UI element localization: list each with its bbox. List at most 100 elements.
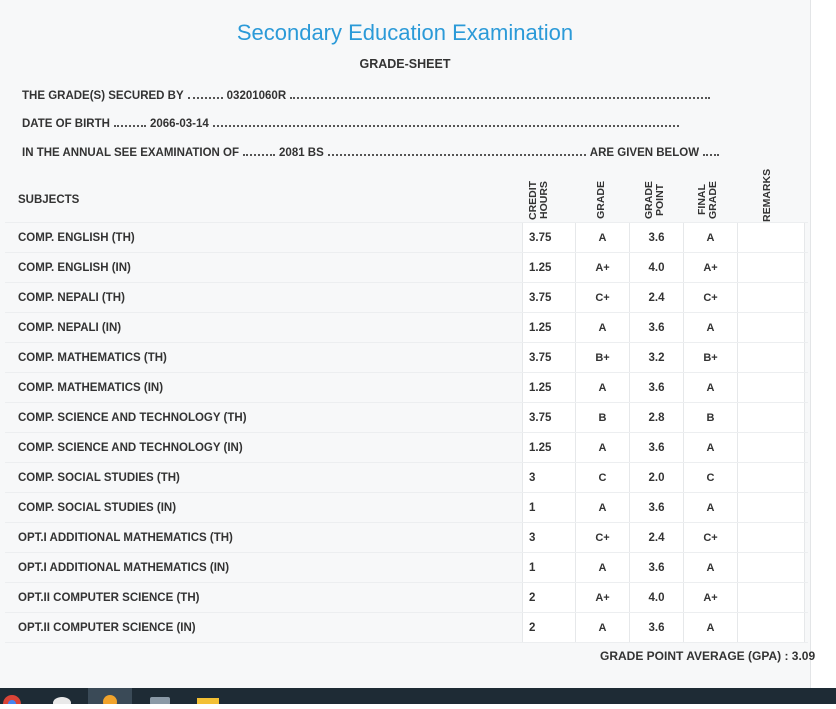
- table-cell: OPT.II COMPUTER SCIENCE (TH): [18, 591, 200, 604]
- leader-dots: [327, 154, 586, 156]
- table-cell: A: [575, 493, 629, 522]
- info-line: THE GRADE(S) SECURED BY 03201060R: [22, 86, 714, 102]
- table-cell: A+: [683, 583, 737, 612]
- remarks-cell: [737, 373, 805, 402]
- remarks-cell: [737, 553, 805, 582]
- info-value: 2081 BS: [279, 147, 324, 159]
- leader-dots: [113, 125, 146, 127]
- table-cell: A+: [575, 253, 629, 282]
- table-cell: COMP. SOCIAL STUDIES (TH): [18, 471, 180, 484]
- table-cell: 1: [522, 553, 575, 582]
- remarks-cell: [737, 583, 805, 612]
- remarks-cell: [737, 493, 805, 522]
- remarks-cell: [737, 613, 805, 642]
- table-cell: OPT.I ADDITIONAL MATHEMATICS (IN): [18, 561, 230, 574]
- info-label: DATE OF BIRTH: [22, 118, 110, 130]
- table-cell: COMP. ENGLISH (IN): [18, 261, 131, 274]
- table-cell: OPT.II COMPUTER SCIENCE (IN): [18, 621, 196, 634]
- table-cell: B+: [575, 343, 629, 372]
- taskbar-icons: [3, 688, 219, 709]
- table-cell: A: [683, 313, 737, 342]
- remarks-cell: [737, 433, 805, 462]
- header-text: GRADE POINT: [642, 180, 666, 219]
- table-cell: A: [683, 493, 737, 522]
- table-cell: 3: [522, 523, 575, 552]
- table-row: COMP. SCIENCE AND TECHNOLOGY (TH) 3.75 B 2.…: [5, 403, 808, 433]
- remarks-cell: [737, 523, 805, 552]
- table-row: COMP. ENGLISH (TH) 3.75 A 3.6 A: [5, 223, 808, 253]
- table-cell: A: [683, 433, 737, 462]
- table-cell: 2: [522, 613, 575, 642]
- table-row: COMP. SOCIAL STUDIES (TH) 3 C 2.0 C: [5, 463, 808, 493]
- header-text: CREDIT HOURS: [527, 179, 550, 220]
- table-row: COMP. ENGLISH (IN) 1.25 A+ 4.0 A+: [5, 253, 808, 283]
- leader-dots: [243, 154, 276, 156]
- header-cell: GRADE POINT: [628, 177, 681, 222]
- gpa-label: GRADE POINT AVERAGE (GPA) :: [600, 649, 789, 663]
- table-cell: C+: [683, 283, 737, 312]
- gpa-value: 3.09: [791, 649, 816, 663]
- title: Secondary Education Examination: [236, 20, 574, 45]
- taskbar: [0, 688, 836, 709]
- table-cell: A: [683, 223, 737, 252]
- app-icon[interactable]: [53, 697, 71, 709]
- grade-table: SUBJECTS CREDIT HOURS GRADE GRADE POINT FINA…: [5, 168, 808, 643]
- table-row: OPT.I ADDITIONAL MATHEMATICS (TH) 3 C+ 2.4 C…: [5, 523, 808, 553]
- table-cell: 3.75: [522, 283, 575, 312]
- info-label: THE GRADE(S) SECURED BY: [22, 90, 184, 102]
- remarks-cell: [737, 283, 805, 312]
- header-cell: CREDIT HOURS: [522, 177, 575, 222]
- table-row: OPT.II COMPUTER SCIENCE (TH) 2 A+ 4.0 A+: [5, 583, 808, 613]
- table-cell: A: [683, 553, 737, 582]
- table-row: OPT.I ADDITIONAL MATHEMATICS (IN) 1 A 3.6 A: [5, 553, 808, 583]
- folder-icon[interactable]: [197, 698, 219, 705]
- info-value: 03201060R: [226, 90, 287, 102]
- table-cell: A: [575, 223, 629, 252]
- table-cell: COMP. SCIENCE AND TECHNOLOGY (TH): [18, 411, 247, 424]
- table-cell: C: [683, 463, 737, 492]
- remarks-cell: [737, 343, 805, 372]
- table-cell: 2.4: [629, 523, 683, 552]
- table-row: COMP. NEPALI (TH) 3.75 C+ 2.4 C+: [5, 283, 808, 313]
- info-line: IN THE ANNUAL SEE EXAMINATION OF 2081 BS A…: [22, 143, 723, 159]
- header-text: FINAL GRADE: [695, 180, 719, 219]
- table-cell: 3.6: [629, 223, 683, 252]
- info-value: 2066-03-14: [149, 118, 209, 130]
- table-cell: A: [575, 433, 629, 462]
- table-cell: 3.75: [522, 223, 575, 252]
- table-cell: C+: [575, 523, 629, 552]
- table-cell: A: [575, 373, 629, 402]
- table-cell: 3.6: [629, 373, 683, 402]
- table-cell: 3.75: [522, 403, 575, 432]
- table-cell: A: [683, 373, 737, 402]
- table-cell: A+: [575, 583, 629, 612]
- table-cell: COMP. ENGLISH (TH): [18, 231, 135, 244]
- table-cell: 2: [522, 583, 575, 612]
- header-row: SUBJECTS CREDIT HOURS GRADE GRADE POINT FINA…: [5, 168, 808, 223]
- table-cell: B: [575, 403, 629, 432]
- header-text: SUBJECTS: [18, 193, 80, 206]
- table-cell: C+: [683, 523, 737, 552]
- table-cell: 3.2: [629, 343, 683, 372]
- table-cell: 3: [522, 463, 575, 492]
- table-row: COMP. SOCIAL STUDIES (IN) 1 A 3.6 A: [5, 493, 808, 523]
- table-cell: A: [575, 613, 629, 642]
- table-cell: A+: [683, 253, 737, 282]
- remarks-cell: [737, 313, 805, 342]
- table-cell: 3.6: [629, 433, 683, 462]
- info-label: IN THE ANNUAL SEE EXAMINATION OF: [22, 147, 240, 159]
- table-cell: C+: [575, 283, 629, 312]
- table-cell: 3.6: [629, 613, 683, 642]
- table-cell: COMP. SCIENCE AND TECHNOLOGY (IN): [18, 441, 243, 454]
- table-cell: 2.0: [629, 463, 683, 492]
- table-row: COMP. MATHEMATICS (TH) 3.75 B+ 3.2 B+: [5, 343, 808, 373]
- header-cell: GRADE: [575, 177, 628, 222]
- header-cell: FINAL GRADE: [681, 177, 734, 222]
- table-cell: 4.0: [629, 253, 683, 282]
- remarks-cell: [737, 463, 805, 492]
- camera-icon[interactable]: [150, 697, 170, 705]
- table-cell: 4.0: [629, 583, 683, 612]
- gpa: GRADE POINT AVERAGE (GPA) : 3.09: [600, 649, 815, 663]
- leader-dots: [703, 154, 720, 156]
- table-cell: B: [683, 403, 737, 432]
